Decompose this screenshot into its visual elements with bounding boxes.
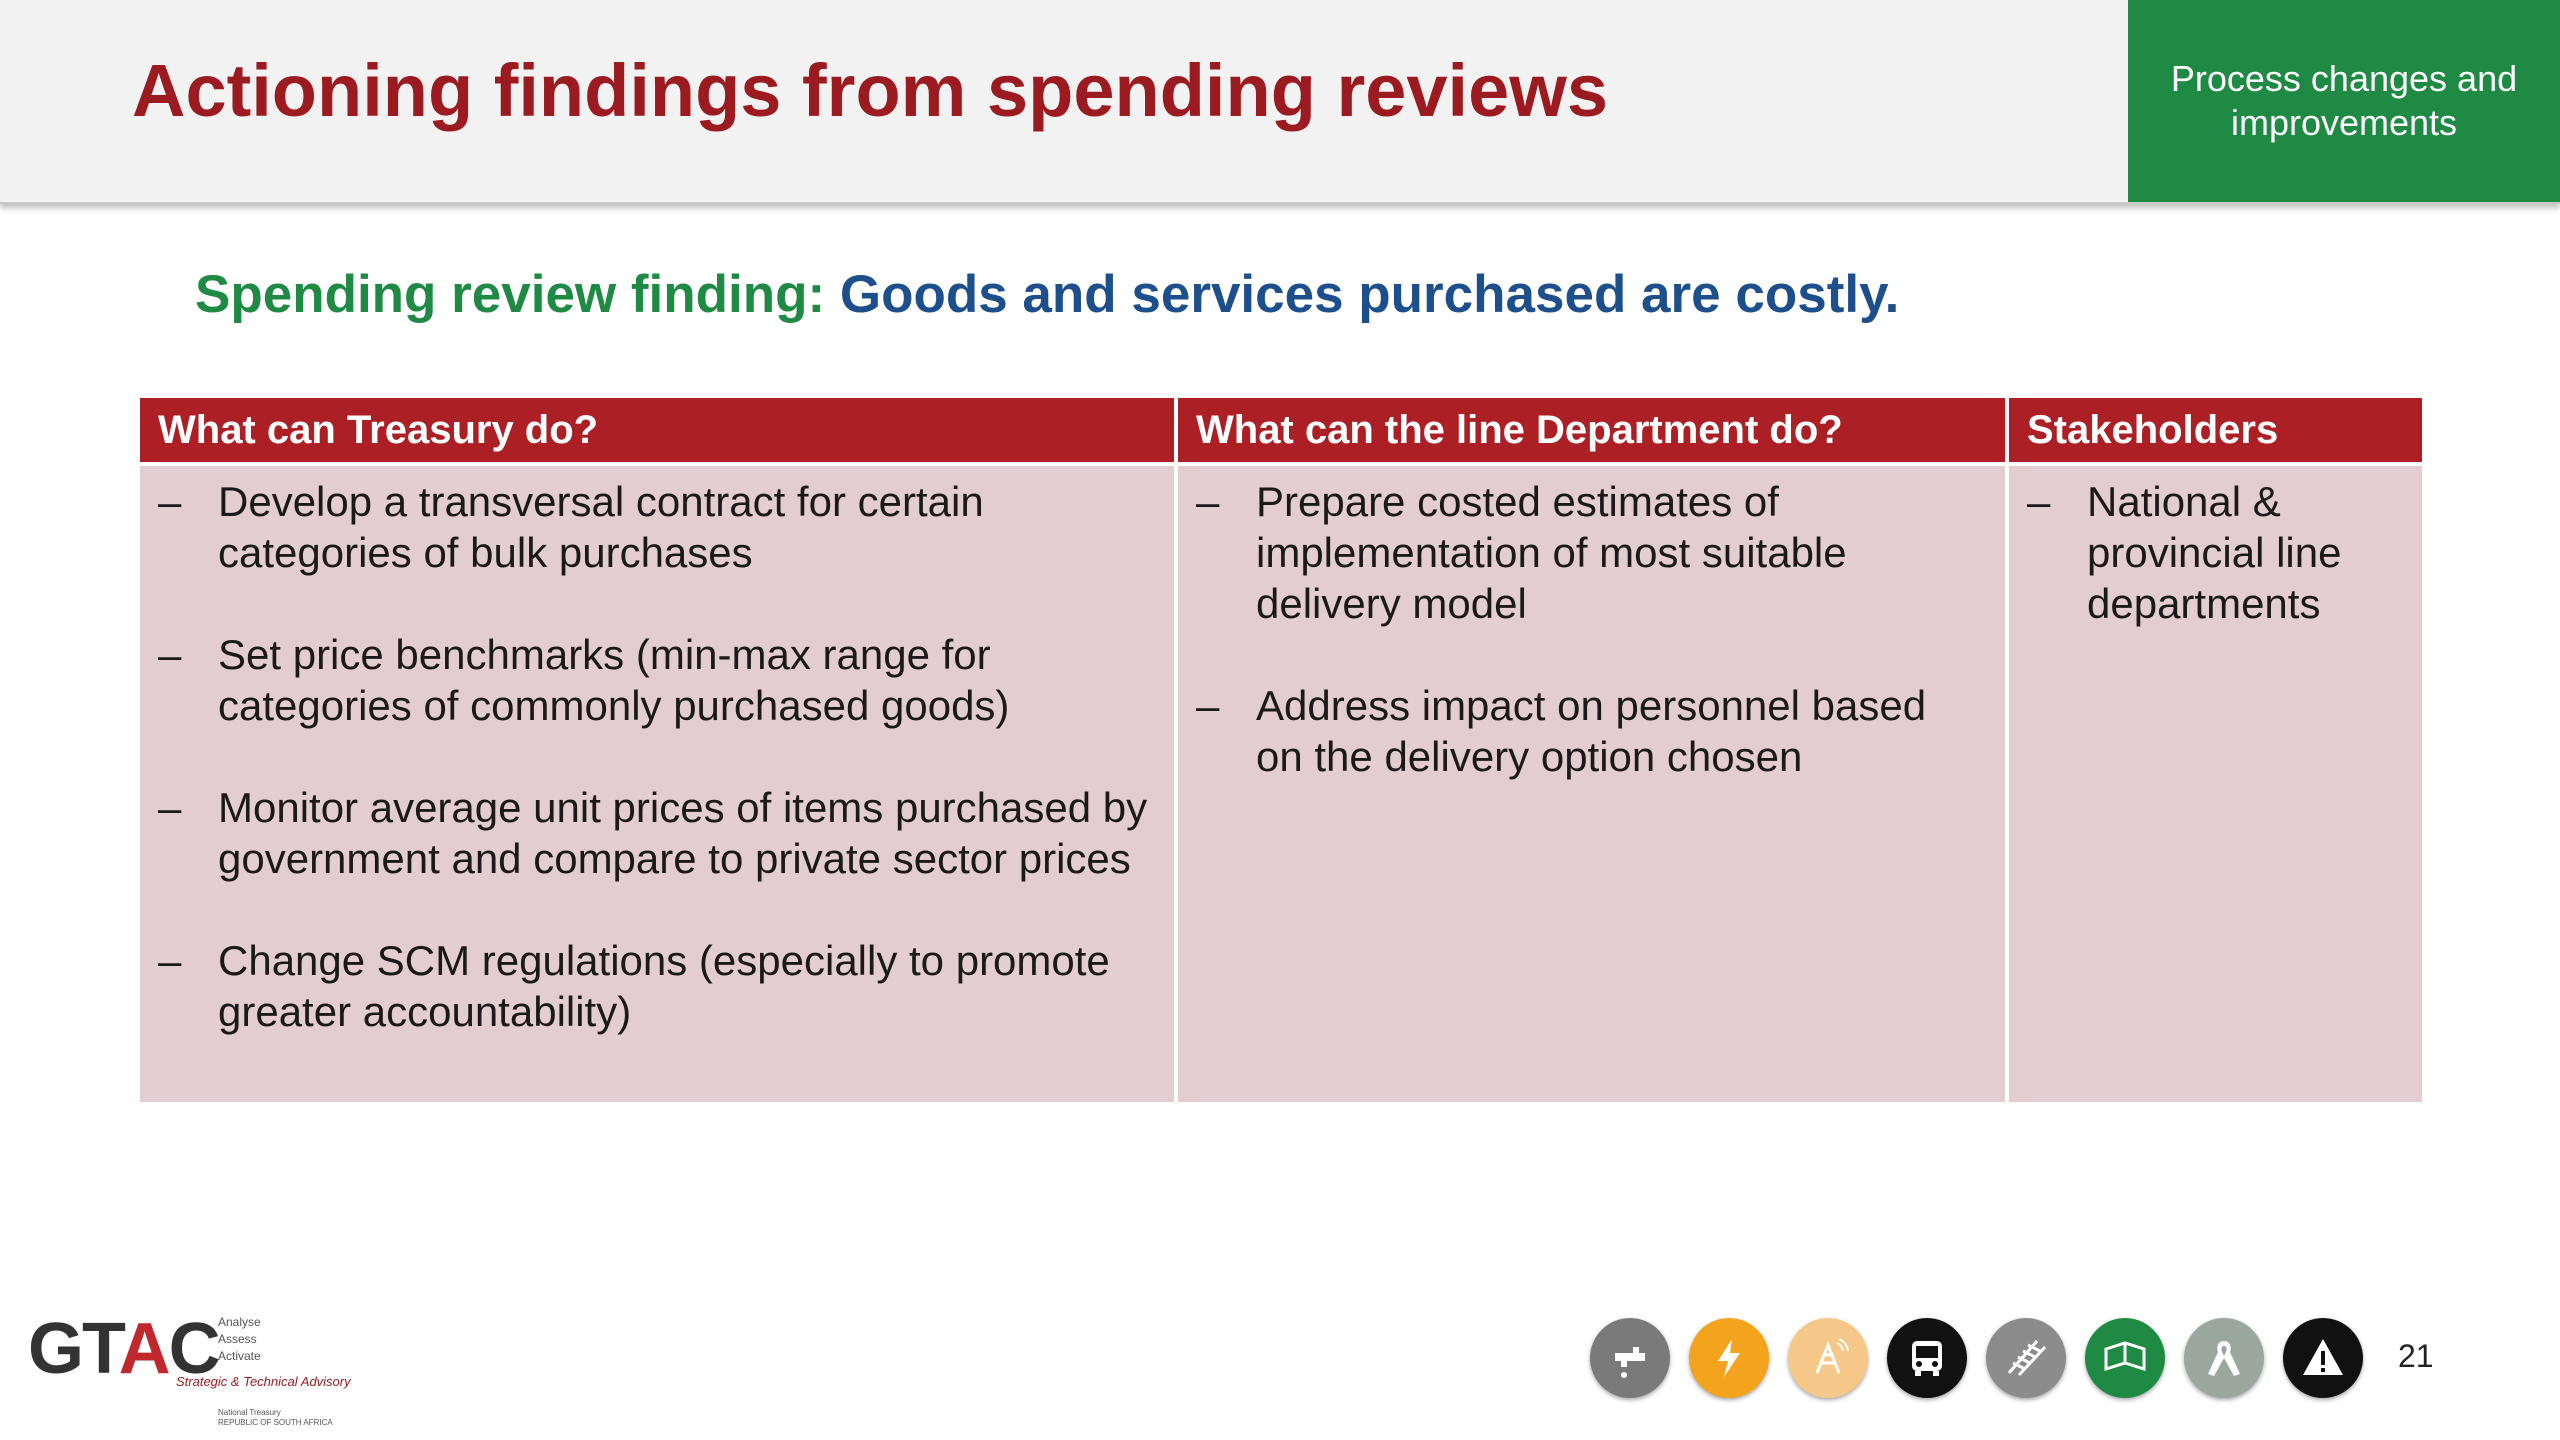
column-body: – National & provincial line departments <box>2009 466 2422 1102</box>
bullet-item: – Prepare costed estimates of implementa… <box>1196 476 1981 629</box>
bullet-dash: – <box>2027 478 2051 525</box>
bullet-dash: – <box>158 631 182 678</box>
telecom-icon <box>1788 1318 1868 1398</box>
warning-icon <box>2283 1318 2363 1398</box>
actions-table: What can Treasury do? – Develop a transv… <box>140 398 2422 1102</box>
bullet-text: Prepare costed estimates of implementati… <box>1256 478 1847 627</box>
slide-header: Actioning findings from spending reviews… <box>0 0 2560 204</box>
bullet-dash: – <box>158 478 182 525</box>
water-tap-icon <box>1590 1318 1670 1398</box>
rail-icon <box>1986 1318 2066 1398</box>
section-tag: Process changes and improvements <box>2128 0 2560 202</box>
slide-title: Actioning findings from spending reviews <box>132 49 1608 132</box>
logo-wordmark: GTAC <box>28 1309 221 1389</box>
gtac-logo: GTAC Analyse Assess Activate Strategic &… <box>28 1308 368 1438</box>
finding-statement: Spending review finding: Goods and servi… <box>195 264 1899 325</box>
column-header: What can Treasury do? <box>140 398 1174 462</box>
bullet-item: – Set price benchmarks (min-max range fo… <box>158 629 1150 731</box>
logo-national-treasury: National Treasury REPUBLIC OF SOUTH AFRI… <box>218 1408 333 1427</box>
column-treasury: What can Treasury do? – Develop a transv… <box>140 398 1174 1102</box>
bullet-dash: – <box>158 937 182 984</box>
bullet-text: Change SCM regulations (especially to pr… <box>218 937 1110 1035</box>
column-header: Stakeholders <box>2009 398 2422 462</box>
bullet-dash: – <box>158 784 182 831</box>
book-icon <box>2085 1318 2165 1398</box>
logo-taglines: Analyse Assess Activate <box>218 1315 261 1363</box>
bullet-item: – Develop a transversal contract for cer… <box>158 476 1150 578</box>
finding-label: Spending review finding: <box>195 265 826 324</box>
column-stakeholders: Stakeholders – National & provincial lin… <box>2009 398 2422 1102</box>
bullet-text: Monitor average unit prices of items pur… <box>218 784 1148 882</box>
bullet-item: – Change SCM regulations (especially to … <box>158 935 1150 1037</box>
column-line-department: What can the line Department do? – Prepa… <box>1178 398 2005 1102</box>
bullet-text: Develop a transversal contract for certa… <box>218 478 984 576</box>
bus-icon <box>1887 1318 1967 1398</box>
bullet-text: National & provincial line departments <box>2087 478 2342 627</box>
bullet-dash: – <box>1196 478 1220 525</box>
bullet-item: – National & provincial line departments <box>2027 476 2398 629</box>
finding-text: Goods and services purchased are costly. <box>839 265 1900 324</box>
page-number: 21 <box>2398 1338 2434 1374</box>
sector-icons <box>1590 1318 2382 1398</box>
bullet-text: Address impact on personnel based on the… <box>1256 682 1927 780</box>
column-body: – Develop a transversal contract for cer… <box>140 466 1174 1102</box>
ribbon-icon <box>2184 1318 2264 1398</box>
section-tag-label: Process changes and improvements <box>2170 58 2518 143</box>
logo-subtitle: Strategic & Technical Advisory <box>176 1374 351 1389</box>
bullet-text: Set price benchmarks (min-max range for … <box>218 631 1010 729</box>
bullet-item: – Address impact on personnel based on t… <box>1196 680 1981 782</box>
electricity-icon <box>1689 1318 1769 1398</box>
column-header: What can the line Department do? <box>1178 398 2005 462</box>
column-body: – Prepare costed estimates of implementa… <box>1178 466 2005 1102</box>
bullet-dash: – <box>1196 682 1220 729</box>
bullet-item: – Monitor average unit prices of items p… <box>158 782 1150 884</box>
